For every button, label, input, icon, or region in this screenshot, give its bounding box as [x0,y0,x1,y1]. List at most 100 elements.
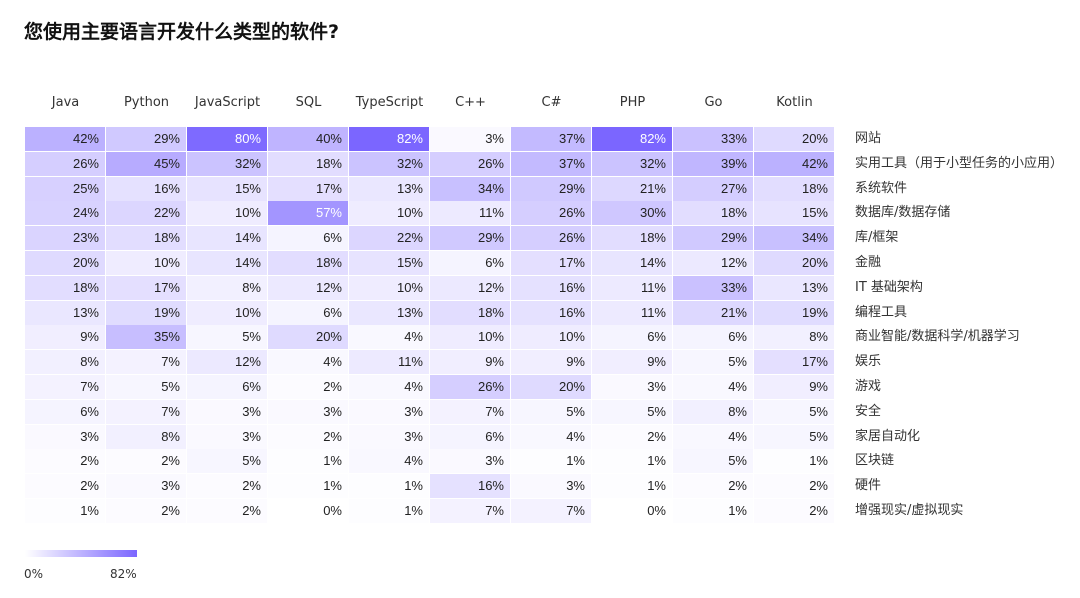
column-header: Java [51,95,80,110]
heatmap-cell: 82% [349,127,429,151]
row-label: 库/框架 [855,230,899,246]
heatmap-cell: 8% [187,275,267,300]
heatmap-cell: 37% [511,151,591,176]
heatmap-cell: 10% [106,251,186,275]
row-label: 硬件 [855,478,882,494]
heatmap-cell: 18% [268,251,348,275]
heatmap-cell: 1% [673,499,753,523]
heatmap-cell: 20% [511,375,591,399]
heatmap-cell: 1% [511,449,591,474]
heatmap-cell: 10% [349,201,429,226]
heatmap-cell: 3% [430,127,510,151]
heatmap-cell: 13% [349,300,429,325]
heatmap-cell: 37% [511,127,591,151]
heatmap-cell: 10% [349,275,429,300]
heatmap-cell: 7% [106,399,186,424]
heatmap-cell: 0% [592,499,672,523]
heatmap-cell: 16% [106,176,186,201]
heatmap-cell: 2% [754,474,834,499]
heatmap-cell: 14% [592,251,672,275]
heatmap-cell: 12% [430,275,510,300]
heatmap-cell: 5% [754,399,834,424]
heatmap-cell: 26% [511,226,591,251]
heatmap-cell: 57% [268,201,348,226]
heatmap-cell: 29% [511,176,591,201]
heatmap-cell: 13% [349,176,429,201]
heatmap-cell: 5% [511,399,591,424]
heatmap-cell: 82% [592,127,672,151]
heatmap-cell: 16% [511,300,591,325]
heatmap-cell: 21% [673,300,753,325]
color-scale-legend [25,550,137,557]
heatmap-cell: 30% [592,201,672,226]
heatmap-cell: 1% [349,474,429,499]
heatmap-cell: 18% [106,226,186,251]
heatmap-cell: 33% [673,275,753,300]
heatmap-cell: 4% [349,325,429,350]
column-header: TypeScript [355,95,424,110]
heatmap-cell: 7% [430,399,510,424]
row-label: 实用工具（用于小型任务的小应用） [855,155,1064,171]
heatmap-cell: 18% [754,176,834,201]
heatmap-cell: 39% [673,151,753,176]
column-header: Kotlin [776,95,813,110]
heatmap-cell: 18% [430,300,510,325]
heatmap-cell: 8% [106,424,186,449]
heatmap-cell: 14% [187,226,267,251]
heatmap-cell: 7% [106,350,186,375]
heatmap-cell: 6% [187,375,267,399]
heatmap-cell: 18% [592,226,672,251]
heatmap-cell: 32% [187,151,267,176]
heatmap-cell: 33% [673,127,753,151]
row-label: 金融 [855,255,882,270]
heatmap-cell: 3% [430,449,510,474]
heatmap-cell: 11% [430,201,510,226]
column-header: C# [541,95,562,110]
heatmap-cell: 5% [754,424,834,449]
heatmap-cell: 1% [268,449,348,474]
heatmap-cell: 9% [25,325,105,350]
heatmap-cell: 22% [106,201,186,226]
heatmap-cell: 29% [430,226,510,251]
heatmap-cell: 3% [511,474,591,499]
row-label: IT 基础架构 [855,279,923,295]
heatmap-cell: 1% [592,474,672,499]
row-label: 编程工具 [855,304,908,320]
row-label: 安全 [855,403,882,419]
heatmap-cell: 10% [187,300,267,325]
heatmap-cell: 8% [673,399,753,424]
column-header: SQL [295,95,322,110]
heatmap-cell: 42% [25,127,105,151]
heatmap-cell: 2% [106,499,186,523]
heatmap-cell: 2% [106,449,186,474]
heatmap-cell: 12% [673,251,753,275]
heatmap-cell: 4% [673,424,753,449]
heatmap-cell: 7% [25,375,105,399]
heatmap-cell: 20% [754,127,834,151]
heatmap-cell: 2% [187,499,267,523]
heatmap-cell: 20% [268,325,348,350]
heatmap-cell: 32% [592,151,672,176]
heatmap-cell: 5% [673,449,753,474]
heatmap-cell: 2% [268,375,348,399]
heatmap-cell: 6% [430,251,510,275]
heatmap-cell: 14% [187,251,267,275]
column-header: JavaScript [194,95,261,110]
heatmap-cell: 9% [592,350,672,375]
heatmap-cell: 10% [187,201,267,226]
heatmap-cell: 40% [268,127,348,151]
heatmap-cell: 80% [187,127,267,151]
heatmap-cell: 2% [187,474,267,499]
heatmap-cell: 10% [511,325,591,350]
heatmap-cell: 3% [268,399,348,424]
row-label: 家居自动化 [855,428,921,444]
heatmap-cell: 26% [430,151,510,176]
heatmap-cell: 2% [25,449,105,474]
heatmap-cell: 26% [25,151,105,176]
heatmap-cell: 6% [25,399,105,424]
heatmap-cell: 0% [268,499,348,523]
heatmap-cell: 8% [25,350,105,375]
legend-min-label: 0% [24,567,44,581]
heatmap-cell: 10% [430,325,510,350]
heatmap-cell: 23% [25,226,105,251]
